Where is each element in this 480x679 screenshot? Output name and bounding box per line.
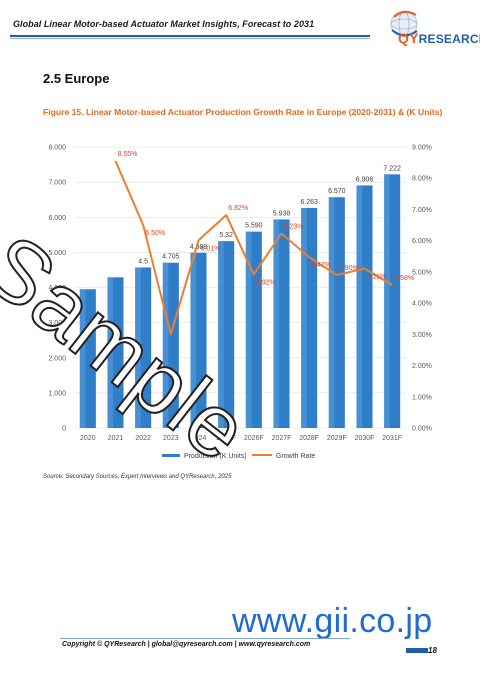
footer-copyright: Copyright © QYResearch | global@qyresear… — [62, 641, 311, 648]
production-data-label: 4.988 — [190, 244, 208, 251]
y-left-tick-label: 7.000 — [48, 180, 66, 187]
qyresearch-globe-icon — [390, 10, 418, 38]
production-data-label: 7.222 — [383, 165, 401, 172]
y-left-tick-label: 1.000 — [48, 390, 66, 397]
y-right-tick-label: 6.00% — [412, 238, 432, 245]
growth-rate-data-label: 5.47% — [311, 262, 331, 269]
production-data-label: 5.32 — [219, 232, 233, 239]
x-tick-label: 2027F — [272, 435, 292, 442]
production-bar-highlight — [135, 267, 141, 428]
x-tick-label: 2030F — [355, 435, 375, 442]
footer-badge — [406, 648, 428, 653]
x-tick-label: 2031F — [382, 435, 402, 442]
report-title: Global Linear Motor-based Actuator Marke… — [13, 19, 315, 29]
y-left-tick-label: 8.000 — [48, 145, 66, 152]
x-tick-label: 2021 — [108, 435, 124, 442]
production-data-label: 6.570 — [328, 188, 346, 195]
growth-rate-data-label: 4.90% — [339, 265, 359, 272]
page-header: Global Linear Motor-based Actuator Marke… — [0, 0, 480, 58]
production-bar-highlight — [218, 241, 224, 428]
growth-rate-data-label: 4.58% — [394, 275, 414, 282]
legend-growth-label: Growth Rate — [276, 453, 315, 460]
growth-rate-data-label: 6.50% — [145, 230, 165, 237]
page-number: 18 — [428, 646, 437, 655]
x-tick-label: 2022 — [135, 435, 151, 442]
y-left-tick-label: 5.000 — [48, 250, 66, 257]
chart-canvas: 0 1.000 2.000 3.000 4.000 5.000 6.000 7.000 8.00… — [48, 145, 432, 461]
growth-rate-data-label: 8.55% — [118, 151, 138, 158]
production-bar-highlight — [384, 174, 390, 428]
footer-divider — [60, 638, 350, 639]
section-title: 2.5 Europe — [43, 71, 110, 86]
production-growth-chart: 0 1.000 2.000 3.000 4.000 5.000 6.000 7.000 8.00… — [38, 136, 440, 466]
production-bar-highlight — [273, 219, 280, 428]
figure-caption: Figure 15. Linear Motor-based Actuator P… — [43, 107, 443, 117]
growth-rate-data-label: 6.82% — [228, 205, 248, 212]
y-left-tick-label: 6.000 — [48, 215, 66, 222]
production-bar-highlight — [245, 231, 252, 428]
production-bar-highlight — [356, 185, 363, 428]
y-right-tick-label: 3.00% — [412, 332, 432, 339]
growth-rate-data-label: 5.11% — [367, 273, 386, 280]
x-tick-label: 2029F — [327, 435, 347, 442]
x-tick-label: 2020 — [80, 435, 96, 442]
y-right-tick-label: 5.00% — [412, 269, 432, 276]
y-right-tick-label: 1.00% — [412, 394, 432, 401]
source-note: Source: Secondary Sources, Expert Interv… — [43, 474, 232, 480]
y-right-tick-label: 7.00% — [412, 207, 432, 214]
y-left-tick-label: 0 — [62, 426, 66, 433]
growth-rate-line — [114, 160, 393, 336]
production-bar-highlight — [328, 197, 335, 428]
y-right-tick-label: 4.00% — [412, 301, 432, 308]
production-data-label: 4.5 — [138, 258, 148, 265]
legend-production-swatch — [162, 454, 180, 457]
x-tick-label: 2024 — [191, 435, 207, 442]
y-right-tick-label: 0.00% — [412, 426, 432, 433]
x-tick-label: 2026F — [244, 435, 264, 442]
production-data-label: 5.590 — [245, 223, 263, 230]
x-tick-label: 2028F — [299, 435, 319, 442]
y-left-tick-label: 2.000 — [48, 355, 66, 362]
production-bar-highlight — [79, 289, 86, 428]
production-bar-highlight — [162, 262, 169, 428]
header-divider-thin — [10, 38, 370, 39]
production-bar-highlight — [107, 277, 114, 428]
y-right-tick-label: 9.00% — [412, 145, 432, 152]
x-tick-label: 2025F — [216, 435, 236, 442]
growth-rate-data-label: 4.92% — [256, 279, 276, 286]
qyresearch-logo-text: QYRESEARCH — [398, 30, 480, 46]
production-bar-highlight — [190, 252, 197, 428]
x-tick-label: 2023 — [163, 435, 179, 442]
production-bar-highlight — [301, 208, 307, 428]
header-divider — [10, 35, 370, 37]
production-data-label: 6.906 — [356, 176, 374, 183]
y-right-tick-label: 8.00% — [412, 176, 432, 183]
gii-site-link[interactable]: www.gii.co.jp — [232, 602, 433, 640]
legend-production-label: Production (K Units) — [184, 453, 247, 460]
y-left-tick-label: 4.000 — [48, 285, 66, 292]
growth-rate-data-label: 6.23% — [284, 223, 304, 230]
production-data-label: 6.263 — [300, 199, 318, 206]
y-left-tick-label: 3.000 — [48, 320, 66, 327]
production-data-label: 5.938 — [273, 210, 291, 217]
production-data-label: 4.705 — [162, 254, 180, 261]
growth-rate-data-label: 6.01% — [201, 245, 221, 252]
y-right-tick-label: 2.00% — [412, 363, 432, 370]
